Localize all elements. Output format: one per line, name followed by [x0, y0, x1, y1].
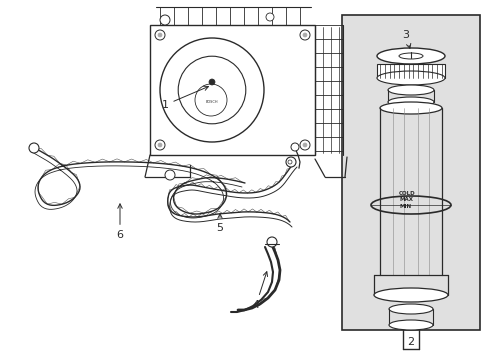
Text: 6: 6	[116, 204, 123, 240]
Bar	[376, 64, 444, 78]
Circle shape	[299, 140, 309, 150]
Circle shape	[160, 38, 264, 142]
Text: 2: 2	[407, 337, 414, 347]
Ellipse shape	[388, 320, 432, 330]
Circle shape	[290, 143, 298, 151]
Ellipse shape	[387, 97, 433, 107]
Circle shape	[266, 237, 276, 247]
Circle shape	[265, 13, 273, 21]
Ellipse shape	[373, 288, 447, 302]
Circle shape	[178, 56, 245, 124]
Text: 3: 3	[402, 30, 410, 48]
Text: 1: 1	[161, 86, 208, 110]
Ellipse shape	[376, 71, 444, 85]
Text: BOSCH: BOSCH	[205, 100, 218, 104]
Circle shape	[158, 33, 162, 37]
Circle shape	[155, 140, 164, 150]
Circle shape	[29, 143, 39, 153]
Circle shape	[164, 170, 175, 180]
Text: 4: 4	[252, 272, 267, 310]
Ellipse shape	[388, 304, 432, 314]
Ellipse shape	[387, 85, 433, 95]
Circle shape	[208, 79, 215, 85]
Circle shape	[285, 157, 295, 167]
Circle shape	[160, 15, 170, 25]
Text: 5: 5	[216, 214, 223, 233]
Ellipse shape	[376, 48, 444, 64]
Circle shape	[158, 143, 162, 147]
Bar	[341, 15, 479, 330]
Ellipse shape	[398, 53, 422, 59]
Circle shape	[303, 143, 306, 147]
Ellipse shape	[379, 102, 441, 114]
Circle shape	[299, 30, 309, 40]
Circle shape	[155, 30, 164, 40]
Circle shape	[303, 33, 306, 37]
Text: COLD
MAX
MIN: COLD MAX MIN	[398, 191, 415, 209]
Bar	[150, 25, 314, 155]
